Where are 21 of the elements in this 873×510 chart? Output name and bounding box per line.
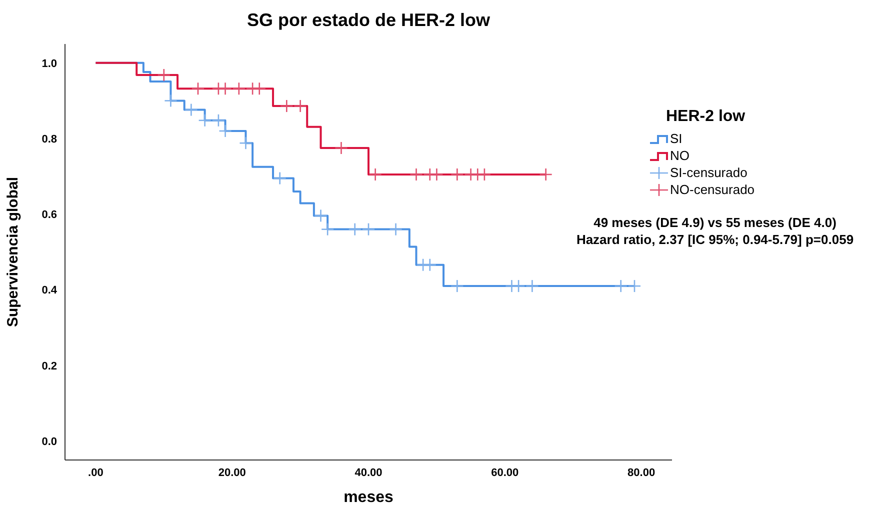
annotation: Hazard ratio, 2.37 [IC 95%; 0.94-5.79] p=0.059 (575, 231, 855, 248)
y-tick-label: 0.0 (42, 436, 57, 448)
y-tick-label: 0.2 (42, 360, 57, 372)
legend-label: SI-censurado (670, 165, 748, 180)
legend-title: HER-2 low (666, 108, 746, 126)
x-tick-label: 20.00 (218, 466, 246, 479)
legend-label: SI (670, 131, 682, 146)
y-tick-label: 0.8 (42, 133, 57, 146)
y-axis-title: Supervivencia global (4, 176, 22, 328)
legend-label: NO (670, 148, 690, 163)
y-tick-label: 0.4 (42, 284, 58, 297)
x-tick-label: 40.00 (354, 466, 382, 479)
x-tick-label: 80.00 (628, 466, 656, 479)
legend-label: NO-censurado (670, 182, 755, 197)
x-tick-label: .00 (88, 466, 104, 479)
y-tick-label: 1.0 (42, 58, 57, 70)
x-tick-label: 60.00 (491, 466, 519, 479)
annotation: 49 meses (DE 4.9) vs 55 meses (DE 4.0) (592, 214, 838, 231)
x-axis-title: meses (344, 489, 394, 506)
chart-title: SG por estado de HER-2 low (246, 10, 492, 31)
y-tick-label: 0.6 (42, 209, 57, 222)
